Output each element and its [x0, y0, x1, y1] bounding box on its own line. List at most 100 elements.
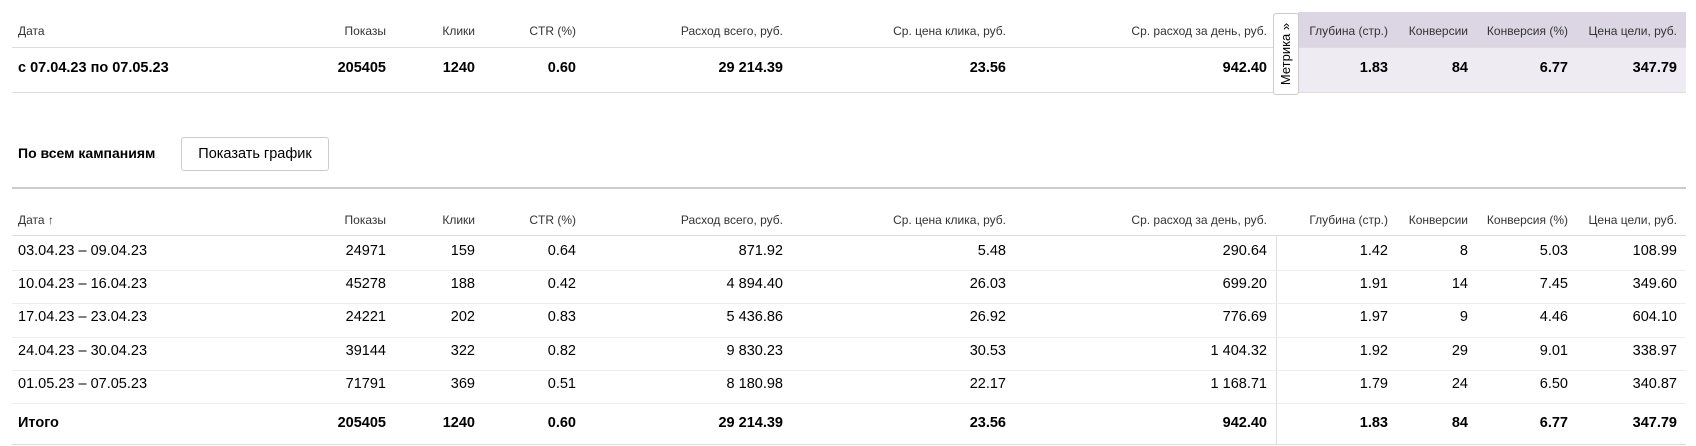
header-cell: Глубина (стр.)	[1309, 24, 1388, 38]
metrika-label: Метрика »	[1278, 22, 1293, 86]
header-cell: Конверсия (%)	[1486, 24, 1568, 38]
cell: 9 830.23	[726, 342, 783, 359]
header-cell: Ср. цена клика, руб.	[893, 24, 1006, 38]
cell: 108.99	[1632, 243, 1677, 259]
row-divider	[12, 403, 1686, 404]
cell: 6.50	[1539, 375, 1568, 392]
cell: 5.48	[977, 243, 1006, 259]
summary-cell: 6.77	[1539, 60, 1568, 76]
cell: 26.92	[969, 309, 1006, 326]
cell: 5 436.86	[726, 309, 783, 326]
metrika-tab[interactable]: Метрика »	[1273, 13, 1299, 95]
header-cell: Цена цели, руб.	[1588, 213, 1677, 227]
header-cell: Цена цели, руб.	[1588, 24, 1677, 38]
cell: 24971	[345, 243, 386, 259]
purple-row	[1298, 48, 1686, 92]
cell: 159	[450, 243, 475, 259]
row-divider	[12, 303, 1686, 305]
header-cell: Конверсия (%)	[1486, 213, 1568, 227]
cell: 7.45	[1539, 276, 1568, 293]
cell: 1.91	[1359, 276, 1388, 293]
cell: 26.03	[969, 276, 1006, 293]
row-divider	[12, 270, 1686, 272]
total-cell: 1.83	[1359, 415, 1388, 431]
cell: 24	[1451, 375, 1468, 392]
cell: 0.64	[547, 243, 576, 259]
total-cell: 0.60	[547, 415, 576, 431]
header-cell: Ср. расход за день, руб.	[1131, 213, 1267, 227]
section-title: По всем кампаниям	[18, 145, 156, 161]
summary-cell: 84	[1451, 60, 1468, 76]
show-chart-button[interactable]: Показать график	[181, 137, 329, 171]
cell: 71791	[345, 375, 386, 392]
header-cell: Показы	[344, 24, 386, 38]
cell: 10.04.23 – 16.04.23	[18, 276, 148, 293]
cell: 369	[450, 375, 475, 392]
header-cell: Ср. расход за день, руб.	[1131, 24, 1267, 38]
cell: 29	[1451, 342, 1468, 359]
total-cell: 942.40	[1222, 415, 1267, 431]
total-cell: Итого	[18, 415, 59, 431]
header-cell: Конверсии	[1408, 24, 1468, 38]
summary-cell: 23.56	[969, 60, 1006, 76]
summary-cell: с 07.04.23 по 07.05.23	[18, 60, 169, 76]
summary-cell: 0.60	[547, 60, 576, 76]
summary-cell: 942.40	[1222, 60, 1267, 76]
cell: 4 894.40	[726, 276, 783, 293]
cell: 0.83	[547, 309, 576, 326]
cell: 1.79	[1359, 375, 1388, 392]
column-divider	[1276, 236, 1277, 444]
total-cell: 205405	[337, 415, 386, 431]
cell: 290.64	[1222, 243, 1267, 259]
cell: 349.60	[1632, 276, 1677, 293]
header-cell: Дата	[18, 24, 45, 38]
cell: 338.97	[1632, 342, 1677, 359]
header-cell: Расход всего, руб.	[680, 213, 783, 227]
cell: 9.01	[1539, 342, 1568, 359]
header-cell: Дата ↑	[18, 213, 54, 227]
divider	[12, 187, 1686, 189]
total-cell: 84	[1451, 415, 1468, 431]
cell: 30.53	[969, 342, 1006, 359]
cell: 202	[450, 309, 475, 326]
cell: 340.87	[1632, 375, 1677, 392]
summary-cell: 1240	[442, 60, 475, 76]
summary-cell: 347.79	[1632, 60, 1677, 76]
row-divider	[12, 336, 1686, 338]
header-cell: Показы	[344, 213, 386, 227]
header-cell: Конверсии	[1408, 213, 1468, 227]
cell: 322	[450, 342, 475, 359]
header-cell: Клики	[442, 24, 475, 38]
summary-cell: 205405	[337, 60, 386, 76]
header-cell: CTR (%)	[529, 213, 576, 227]
divider	[12, 444, 1686, 445]
row-divider	[12, 369, 1686, 371]
cell: 1.42	[1359, 243, 1388, 259]
divider	[12, 92, 1686, 93]
cell: 39144	[345, 342, 386, 359]
cell: 0.51	[547, 375, 576, 392]
cell: 45278	[345, 276, 386, 293]
cell: 03.04.23 – 09.04.23	[18, 243, 148, 259]
summary-cell: 29 214.39	[718, 60, 783, 76]
header-cell: Расход всего, руб.	[680, 24, 783, 38]
divider	[12, 235, 1686, 236]
cell: 24221	[345, 309, 386, 326]
cell: 776.69	[1222, 309, 1267, 326]
cell: 17.04.23 – 23.04.23	[18, 309, 148, 326]
total-cell: 1240	[442, 415, 475, 431]
header-cell: CTR (%)	[529, 24, 576, 38]
cell: 5.03	[1539, 243, 1568, 259]
header-cell: Глубина (стр.)	[1309, 213, 1388, 227]
cell: 4.46	[1539, 309, 1568, 326]
purple-header	[1298, 12, 1686, 48]
cell: 604.10	[1632, 309, 1677, 326]
cell: 24.04.23 – 30.04.23	[18, 342, 148, 359]
cell: 22.17	[969, 375, 1006, 392]
summary-cell: 1.83	[1359, 60, 1388, 76]
cell: 1.97	[1359, 309, 1388, 326]
cell: 8	[1459, 243, 1468, 259]
cell: 8 180.98	[726, 375, 783, 392]
cell: 01.05.23 – 07.05.23	[18, 375, 148, 392]
